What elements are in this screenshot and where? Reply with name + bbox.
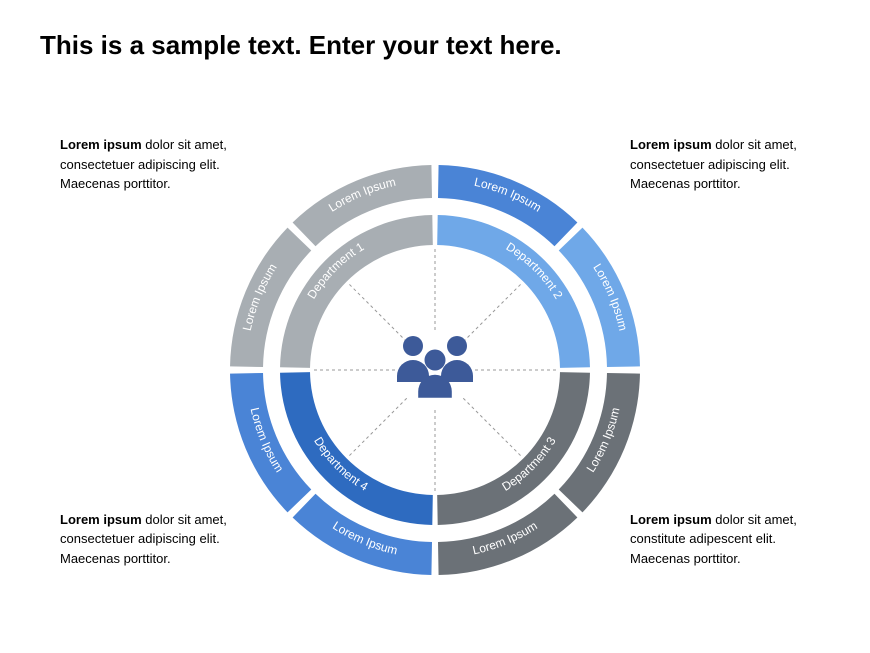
radial-guide: [463, 398, 522, 457]
people-icon: [397, 336, 473, 398]
corner-text-tr: Lorem ipsum dolor sit amet, consectetuer…: [630, 135, 810, 194]
corner-tr-bold: Lorem ipsum: [630, 137, 712, 152]
radial-guide: [463, 283, 522, 342]
corner-text-bl: Lorem ipsum dolor sit amet, consectetuer…: [60, 510, 240, 569]
corner-text-br: Lorem ipsum dolor sit amet, constitute a…: [630, 510, 810, 569]
corner-tl-bold: Lorem ipsum: [60, 137, 142, 152]
diagram-svg: Department 2Lorem IpsumLorem IpsumDepart…: [225, 160, 645, 580]
radial-guide: [348, 283, 407, 342]
inner-arc-q_br: [437, 372, 590, 525]
corner-bl-bold: Lorem ipsum: [60, 512, 142, 527]
radial-guide: [348, 398, 407, 457]
inner-arc-q_bl: [280, 372, 433, 525]
circular-diagram: Department 2Lorem IpsumLorem IpsumDepart…: [225, 160, 645, 580]
corner-text-tl: Lorem ipsum dolor sit amet, consectetuer…: [60, 135, 240, 194]
page-title: This is a sample text. Enter your text h…: [40, 30, 562, 61]
